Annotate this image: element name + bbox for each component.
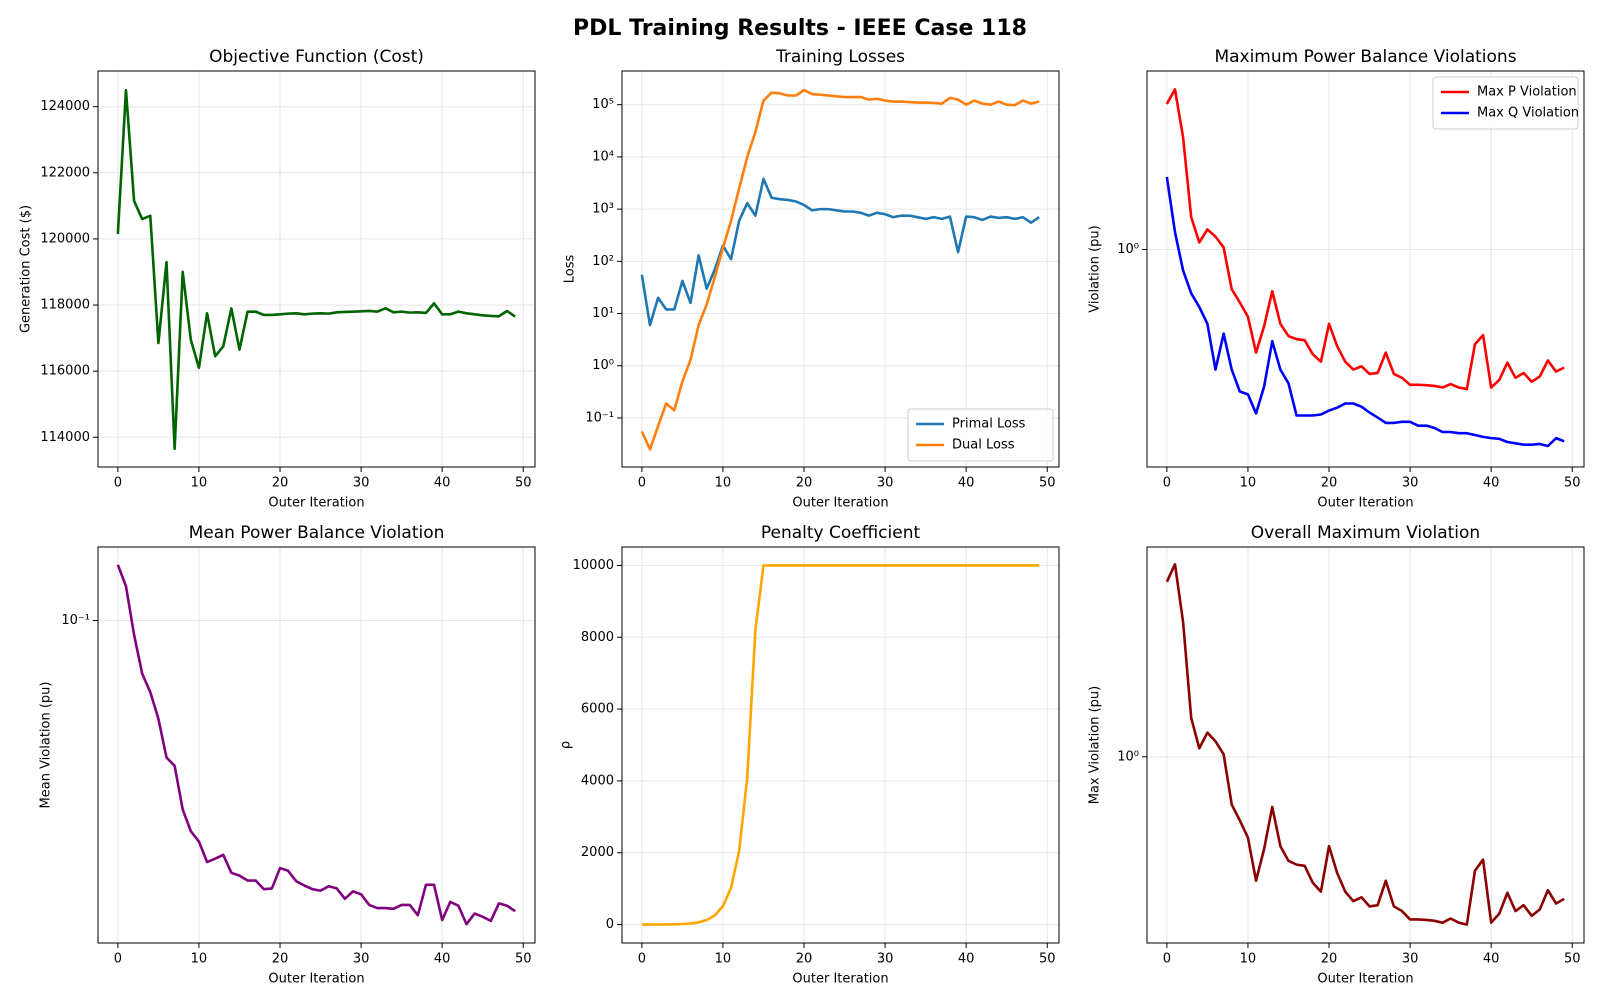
y-tick-label: 4000: [581, 773, 614, 788]
line-series: [640, 177, 1040, 327]
x-tick-label: 50: [1564, 476, 1581, 491]
y-tick-label: 10⁴: [592, 149, 614, 164]
y-tick-label: 8000: [581, 630, 614, 645]
y-tick-label: 10⁰: [1117, 749, 1139, 764]
y-tick-label: 116000: [40, 364, 90, 379]
x-tick-label: 0: [638, 952, 646, 967]
x-tick-label: 10: [191, 476, 208, 491]
y-tick-label: 10⁰: [592, 358, 614, 373]
x-axis-label: Outer Iteration: [1317, 496, 1413, 511]
x-tick-label: 30: [353, 476, 370, 491]
y-tick-label: 6000: [581, 702, 614, 717]
x-axis-label: Outer Iteration: [268, 972, 364, 987]
x-tick-label: 50: [515, 476, 532, 491]
legend-label: Dual Loss: [952, 438, 1015, 453]
x-tick-label: 30: [877, 952, 894, 967]
y-axis-label: Violation (pu): [1088, 225, 1103, 312]
x-tick-label: 50: [515, 952, 532, 967]
y-tick-label: 10³: [592, 202, 614, 217]
axes-frame: [97, 546, 536, 944]
y-tick-label: 10⁵: [592, 97, 614, 112]
y-axis-label: ρ: [559, 741, 574, 749]
chart-title: Mean Power Balance Violation: [189, 523, 445, 543]
x-tick-label: 0: [1163, 476, 1171, 491]
x-tick-label: 30: [877, 476, 894, 491]
y-tick-label: 10⁻¹: [61, 613, 90, 628]
x-tick-label: 20: [796, 476, 813, 491]
x-tick-label: 50: [1039, 952, 1056, 967]
line-series: [1165, 88, 1565, 391]
x-tick-label: 10: [1240, 952, 1257, 967]
y-tick-label: 10000: [573, 558, 614, 573]
x-tick-label: 10: [715, 952, 732, 967]
axes-frame: [621, 70, 1060, 468]
line-series: [116, 88, 516, 451]
y-tick-label: 120000: [40, 231, 90, 246]
y-axis-label: Max Violation (pu): [1088, 686, 1103, 804]
axes-frame: [97, 70, 536, 468]
chart-title: Maximum Power Balance Violations: [1214, 47, 1516, 67]
x-tick-label: 20: [272, 476, 289, 491]
x-axis-label: Outer Iteration: [268, 496, 364, 511]
y-axis-label: Generation Cost ($): [19, 205, 34, 333]
chart-title: Overall Maximum Violation: [1251, 523, 1480, 543]
legend-box: [1432, 76, 1579, 130]
line-series: [640, 88, 1040, 451]
axes-frame: [621, 546, 1060, 944]
x-tick-label: 40: [434, 952, 451, 967]
y-axis-label: Loss: [563, 255, 578, 284]
x-tick-label: 30: [1402, 476, 1419, 491]
x-tick-label: 40: [1483, 476, 1500, 491]
x-axis-label: Outer Iteration: [792, 972, 888, 987]
x-tick-label: 30: [353, 952, 370, 967]
y-tick-label: 10⁰: [1117, 242, 1139, 257]
axes-frame: [1146, 70, 1585, 468]
x-tick-label: 20: [1321, 476, 1338, 491]
x-tick-label: 0: [114, 476, 122, 491]
x-tick-label: 20: [796, 952, 813, 967]
x-axis-label: Outer Iteration: [792, 496, 888, 511]
x-tick-label: 0: [114, 952, 122, 967]
legend-box: [907, 408, 1054, 462]
line-series: [116, 564, 516, 926]
x-tick-label: 50: [1039, 476, 1056, 491]
x-tick-label: 10: [191, 952, 208, 967]
x-tick-label: 40: [434, 476, 451, 491]
y-tick-label: 114000: [40, 430, 90, 445]
y-tick-label: 118000: [40, 298, 90, 313]
figure-title: PDL Training Results - IEEE Case 118: [573, 16, 1027, 41]
y-tick-label: 10⁻¹: [585, 410, 614, 425]
legend-label: Max P Violation: [1477, 85, 1577, 100]
y-tick-label: 0: [606, 917, 614, 932]
y-axis-label: Mean Violation (pu): [39, 682, 54, 809]
line-series: [1165, 176, 1565, 448]
y-tick-label: 10¹: [592, 306, 614, 321]
x-tick-label: 50: [1564, 952, 1581, 967]
y-tick-label: 122000: [40, 165, 90, 180]
x-tick-label: 20: [272, 952, 289, 967]
line-series: [1165, 563, 1565, 926]
x-axis-label: Outer Iteration: [1317, 972, 1413, 987]
legend-label: Primal Loss: [952, 417, 1026, 432]
x-tick-label: 10: [715, 476, 732, 491]
x-tick-label: 30: [1402, 952, 1419, 967]
legend-label: Max Q Violation: [1477, 106, 1579, 121]
x-tick-label: 40: [958, 476, 975, 491]
y-tick-label: 10²: [592, 254, 614, 269]
chart-title: Training Losses: [775, 47, 905, 67]
line-series: [641, 564, 1040, 926]
x-tick-label: 40: [958, 952, 975, 967]
x-tick-label: 0: [638, 476, 646, 491]
y-tick-label: 2000: [581, 845, 614, 860]
x-tick-label: 10: [1240, 476, 1257, 491]
axes-frame: [1146, 546, 1585, 944]
y-tick-label: 124000: [40, 99, 90, 114]
chart-title: Objective Function (Cost): [209, 47, 424, 67]
x-tick-label: 20: [1321, 952, 1338, 967]
x-tick-label: 40: [1483, 952, 1500, 967]
chart-title: Penalty Coefficient: [761, 523, 921, 543]
x-tick-label: 0: [1163, 952, 1171, 967]
